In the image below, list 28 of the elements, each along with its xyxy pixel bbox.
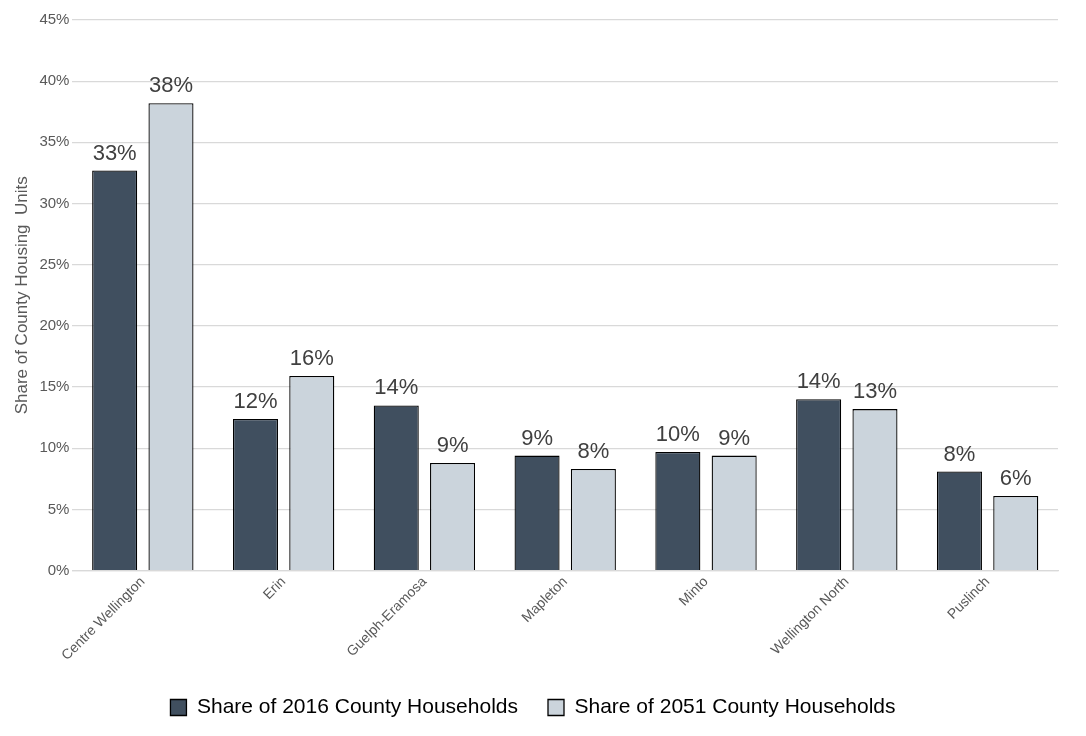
- y-tick-label: 10%: [39, 438, 70, 456]
- x-tick-label: Erin: [259, 573, 289, 603]
- data-label: 10%: [655, 420, 700, 446]
- y-tick-label: 45%: [39, 10, 70, 28]
- y-tick-label: 20%: [39, 316, 70, 334]
- y-tick-label: 25%: [39, 254, 70, 272]
- data-label: 9%: [436, 432, 469, 457]
- data-label: 38%: [148, 72, 193, 98]
- data-label: 14%: [796, 368, 841, 394]
- legend-label: Share of 2051 County Households: [574, 694, 896, 718]
- data-label: 13%: [852, 378, 897, 404]
- data-label: 33%: [92, 139, 137, 165]
- legend-label: Share of 2016 County Households: [196, 694, 519, 718]
- data-label: 12%: [233, 387, 278, 413]
- y-tick-label: 0%: [47, 560, 70, 578]
- y-axis-title: Share of County Housing Units: [11, 176, 31, 415]
- data-label: 8%: [943, 440, 976, 466]
- data-label: 9%: [521, 424, 553, 450]
- y-tick-label: 30%: [39, 193, 70, 211]
- data-label: 9%: [718, 424, 751, 450]
- data-label: 8%: [577, 438, 610, 464]
- y-tick-label: 5%: [47, 499, 70, 517]
- y-tick-label: 40%: [39, 71, 70, 89]
- y-tick-label: 15%: [39, 377, 70, 395]
- data-label: 14%: [374, 374, 419, 400]
- data-label: 6%: [999, 465, 1032, 491]
- data-label: 16%: [289, 345, 334, 371]
- y-tick-label: 35%: [39, 132, 70, 150]
